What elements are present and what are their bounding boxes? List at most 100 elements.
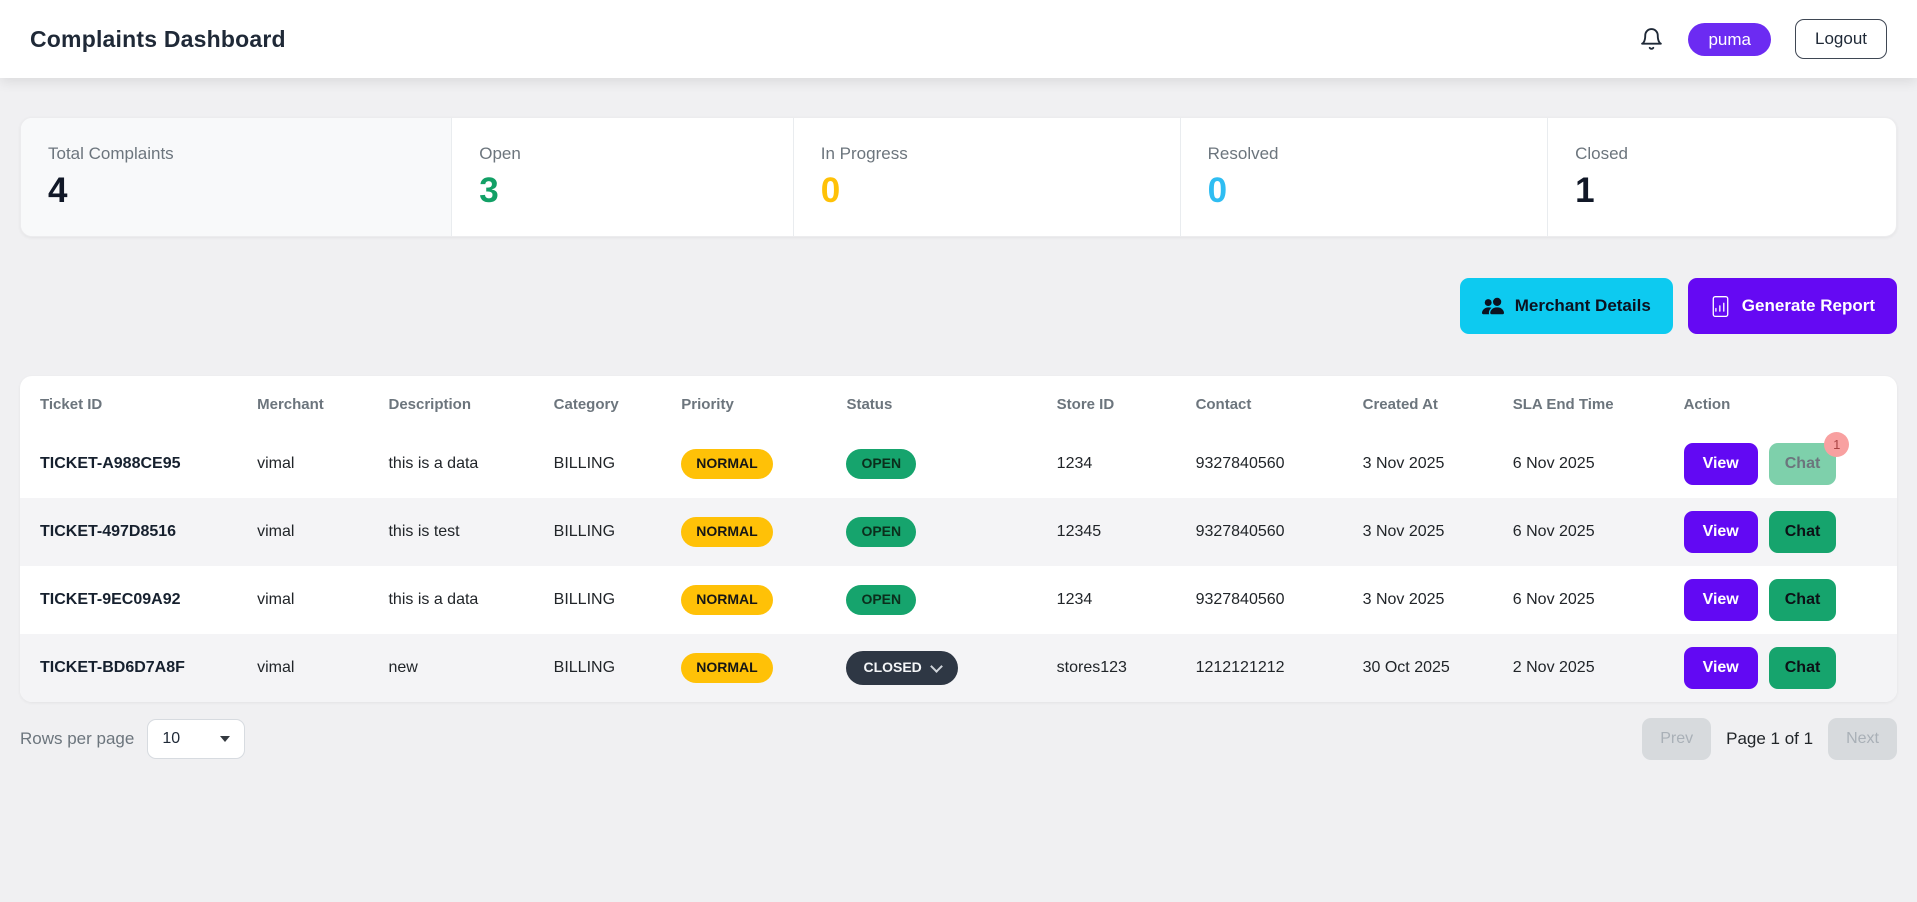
column-header: Ticket ID	[40, 396, 103, 413]
view-button[interactable]: View	[1683, 511, 1758, 553]
contact-cell: 9327840560	[1195, 523, 1285, 540]
stat-value: 0	[820, 171, 841, 210]
view-button[interactable]: View	[1683, 647, 1758, 689]
stat-label: Total Complaints	[48, 144, 174, 163]
chevron-down-icon	[929, 660, 943, 673]
category-cell: BILLING	[553, 591, 616, 608]
table-footer: Rows per page 10 Prev Page 1 of 1 Next	[20, 718, 1897, 760]
stats-strip: Total Complaints 4 Open 3 In Progress 0 …	[20, 117, 1897, 237]
action-cell: View Chat	[1674, 498, 1897, 566]
next-page-button[interactable]: Next	[1828, 718, 1897, 760]
priority-badge: NORMAL	[681, 585, 773, 615]
generate-report-label: Generate Report	[1741, 295, 1875, 315]
rows-per-page-select[interactable]: 10	[147, 719, 246, 759]
stat-label: Closed	[1575, 144, 1628, 163]
action-cell: View Chat	[1674, 566, 1897, 634]
contact-cell: 9327840560	[1195, 591, 1285, 608]
sla-end-cell: 6 Nov 2025	[1512, 455, 1595, 472]
stat-label: In Progress	[820, 144, 908, 163]
description-cell: new	[388, 659, 418, 676]
column-header: Priority	[681, 396, 734, 413]
chat-button-label: Chat	[1784, 523, 1821, 540]
rows-per-page: Rows per page 10	[20, 719, 246, 759]
merchant-details-button[interactable]: Merchant Details	[1459, 278, 1673, 334]
ticket-id-cell: TICKET-BD6D7A8F	[40, 659, 185, 676]
column-header: Category	[553, 396, 619, 413]
rows-per-page-label: Rows per page	[20, 729, 135, 748]
status-dropdown[interactable]: CLOSED	[846, 651, 958, 685]
description-cell: this is test	[388, 523, 460, 540]
priority-cell: NORMAL	[671, 430, 836, 498]
stat-value: 0	[1207, 171, 1228, 210]
store-id-cell: 1234	[1056, 591, 1093, 608]
chat-unread-badge: 1	[1824, 432, 1850, 457]
ticket-id-cell: TICKET-9EC09A92	[40, 591, 181, 608]
column-header: Description	[388, 396, 471, 413]
status-dropdown-label: CLOSED	[863, 659, 922, 676]
priority-cell: NORMAL	[671, 634, 836, 702]
stat-card: Open 3	[451, 118, 793, 236]
complaints-table-card: Ticket ID Merchant Description Category Prio…	[20, 376, 1897, 702]
chat-button[interactable]: Chat 1	[1768, 432, 1850, 485]
stat-card: Closed 1	[1547, 118, 1896, 236]
store-id-cell: stores123	[1056, 659, 1127, 676]
created-at-cell: 30 Oct 2025	[1362, 659, 1450, 676]
table-row: TICKET-BD6D7A8F vimal new BILLING NORMAL…	[20, 634, 1897, 702]
file-report-icon	[1710, 295, 1731, 317]
merchant-cell: vimal	[257, 523, 295, 540]
stat-value: 1	[1575, 171, 1595, 210]
action-cell: View Chat 1	[1674, 430, 1897, 498]
stat-card: In Progress 0	[792, 118, 1180, 236]
priority-cell: NORMAL	[671, 566, 836, 634]
status-badge: OPEN	[846, 517, 917, 547]
priority-badge: NORMAL	[681, 449, 773, 479]
store-id-cell: 12345	[1056, 523, 1102, 540]
people-icon	[1481, 295, 1504, 317]
ticket-id-cell: TICKET-497D8516	[40, 523, 177, 540]
description-cell: this is a data	[388, 591, 479, 608]
notifications-bell-icon[interactable]	[1638, 26, 1664, 52]
logout-button[interactable]: Logout	[1795, 19, 1887, 59]
sla-end-cell: 6 Nov 2025	[1512, 523, 1595, 540]
table-row: TICKET-A988CE95 vimal this is a data BIL…	[20, 430, 1897, 498]
priority-badge: NORMAL	[681, 517, 773, 547]
column-header: Store ID	[1056, 396, 1115, 413]
chat-button[interactable]: Chat	[1768, 511, 1837, 553]
top-bar: Complaints Dashboard puma Logout	[0, 0, 1917, 78]
view-button[interactable]: View	[1683, 579, 1758, 621]
stat-card: Resolved 0	[1179, 118, 1547, 236]
pagination: Prev Page 1 of 1 Next	[1642, 718, 1897, 760]
table-row: TICKET-9EC09A92 vimal this is a data BIL…	[20, 566, 1897, 634]
merchant-cell: vimal	[257, 455, 295, 472]
column-header: Status	[846, 396, 893, 413]
main-content: Total Complaints 4 Open 3 In Progress 0 …	[0, 117, 1917, 760]
status-badge: OPEN	[846, 449, 917, 479]
prev-page-button[interactable]: Prev	[1642, 718, 1712, 760]
store-id-cell: 1234	[1056, 455, 1093, 472]
page-indicator: Page 1 of 1	[1726, 729, 1814, 748]
created-at-cell: 3 Nov 2025	[1362, 455, 1445, 472]
merchant-details-label: Merchant Details	[1514, 295, 1651, 315]
view-button[interactable]: View	[1683, 443, 1758, 485]
priority-cell: NORMAL	[671, 498, 836, 566]
chat-button-label: Chat	[1784, 659, 1821, 676]
contact-cell: 1212121212	[1195, 659, 1285, 676]
column-header: Action	[1683, 396, 1731, 413]
complaints-table: Ticket ID Merchant Description Category Prio…	[20, 376, 1897, 702]
merchant-cell: vimal	[257, 659, 295, 676]
status-badge: OPEN	[846, 585, 917, 615]
toolbar: Merchant Details Generate Report	[20, 278, 1897, 334]
category-cell: BILLING	[553, 659, 616, 676]
chat-button[interactable]: Chat	[1768, 647, 1837, 689]
column-header: Contact	[1195, 396, 1252, 413]
column-header: SLA End Time	[1512, 396, 1614, 413]
topbar-actions: puma Logout	[1638, 19, 1887, 59]
generate-report-button[interactable]: Generate Report	[1687, 278, 1897, 334]
ticket-id-cell: TICKET-A988CE95	[40, 455, 181, 472]
stat-card: Total Complaints 4	[21, 118, 452, 236]
created-at-cell: 3 Nov 2025	[1362, 523, 1445, 540]
chat-button[interactable]: Chat	[1768, 579, 1837, 621]
created-at-cell: 3 Nov 2025	[1362, 591, 1445, 608]
status-cell: OPEN	[836, 430, 1046, 498]
stat-label: Resolved	[1207, 144, 1279, 163]
